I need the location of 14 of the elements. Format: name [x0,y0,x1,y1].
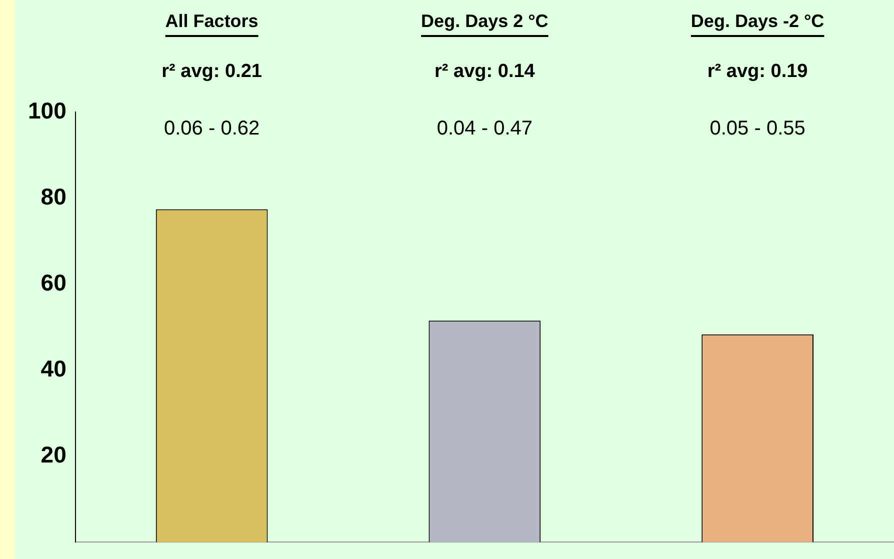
annotation: 0.05 - 0.55 [710,118,806,140]
x-tick-label: All Factors [165,10,258,31]
annotation: 0.04 - 0.47 [436,118,532,140]
text: r² avg: 0.14 [434,61,536,82]
y-tick-label: 100 [28,97,66,124]
annotation: 0.06 - 0.62 [164,118,260,140]
y-tick-label: 80 [40,183,66,210]
x-tick-label: Deg. Days 2 °C [421,10,548,31]
x-tick-label: Deg. Days -2 °C [690,10,824,31]
text: r² avg: 0.21 [162,61,262,82]
y-tick-label: 60 [40,269,66,296]
text: r² avg: 0.19 [707,61,808,82]
y-tick-label: 20 [40,442,66,468]
y-tick-label: 40 [40,355,66,382]
